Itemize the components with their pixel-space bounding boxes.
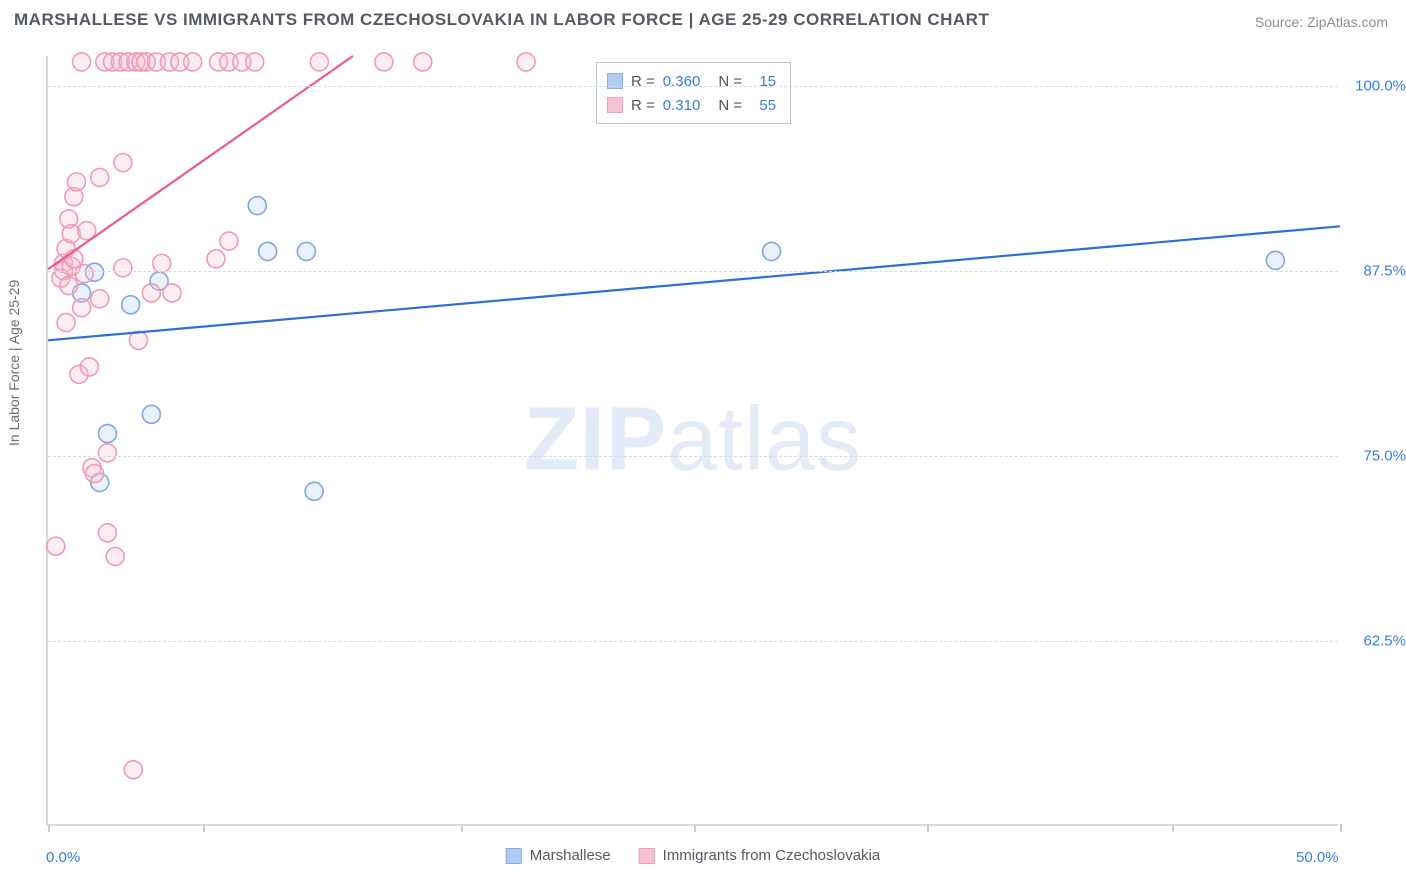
legend-item: Marshallese bbox=[506, 847, 611, 864]
legend-r-value: 0.310 bbox=[663, 97, 701, 114]
scatter-point bbox=[763, 242, 781, 260]
scatter-point bbox=[124, 761, 142, 779]
scatter-point bbox=[414, 53, 432, 71]
scatter-point bbox=[142, 405, 160, 423]
plot-svg bbox=[48, 56, 1338, 824]
scatter-point bbox=[220, 232, 238, 250]
ytick-label: 75.0% bbox=[1363, 447, 1406, 464]
scatter-point bbox=[259, 242, 277, 260]
scatter-point bbox=[375, 53, 393, 71]
legend-swatch bbox=[639, 848, 655, 864]
scatter-point bbox=[248, 197, 266, 215]
scatter-point bbox=[91, 290, 109, 308]
legend-bottom: Marshallese Immigrants from Czechoslovaki… bbox=[506, 847, 880, 864]
scatter-point bbox=[73, 299, 91, 317]
scatter-point bbox=[106, 548, 124, 566]
scatter-point bbox=[47, 537, 65, 555]
xtick bbox=[1340, 824, 1342, 832]
scatter-point bbox=[80, 358, 98, 376]
legend-stats: R = 0.360 N = 15 R = 0.310 N = 55 bbox=[596, 62, 791, 124]
legend-n-label: N = bbox=[718, 73, 742, 90]
ytick-label: 87.5% bbox=[1363, 262, 1406, 279]
scatter-point bbox=[114, 259, 132, 277]
xtick-label: 50.0% bbox=[1296, 849, 1339, 866]
legend-n-value: 15 bbox=[750, 73, 776, 90]
scatter-point bbox=[1266, 251, 1284, 269]
scatter-point bbox=[305, 482, 323, 500]
scatter-point bbox=[297, 242, 315, 260]
xtick bbox=[203, 824, 205, 832]
gridline-h bbox=[48, 456, 1338, 457]
xtick bbox=[927, 824, 929, 832]
legend-r-label: R = bbox=[631, 97, 655, 114]
gridline-h bbox=[48, 271, 1338, 272]
legend-stat-row: R = 0.310 N = 55 bbox=[607, 93, 776, 117]
gridline-h bbox=[48, 641, 1338, 642]
ytick-label: 100.0% bbox=[1355, 77, 1406, 94]
xtick bbox=[1172, 824, 1174, 832]
legend-series-label: Marshallese bbox=[530, 847, 611, 864]
legend-swatch bbox=[607, 97, 623, 113]
xtick bbox=[694, 824, 696, 832]
scatter-point bbox=[184, 53, 202, 71]
scatter-point bbox=[98, 524, 116, 542]
ytick-label: 62.5% bbox=[1363, 632, 1406, 649]
legend-swatch bbox=[506, 848, 522, 864]
y-axis-label: In Labor Force | Age 25-29 bbox=[6, 280, 22, 446]
scatter-point bbox=[91, 168, 109, 186]
scatter-point bbox=[246, 53, 264, 71]
xtick bbox=[48, 824, 50, 832]
legend-n-label: N = bbox=[718, 97, 742, 114]
scatter-point bbox=[517, 53, 535, 71]
scatter-point bbox=[163, 284, 181, 302]
scatter-point bbox=[67, 173, 85, 191]
xtick-label: 0.0% bbox=[46, 849, 80, 866]
legend-n-value: 55 bbox=[750, 97, 776, 114]
scatter-point bbox=[60, 277, 78, 295]
legend-stat-row: R = 0.360 N = 15 bbox=[607, 69, 776, 93]
scatter-point bbox=[75, 265, 93, 283]
xtick bbox=[461, 824, 463, 832]
scatter-point bbox=[86, 465, 104, 483]
legend-series-label: Immigrants from Czechoslovakia bbox=[663, 847, 881, 864]
scatter-point bbox=[207, 250, 225, 268]
chart-title: MARSHALLESE VS IMMIGRANTS FROM CZECHOSLO… bbox=[14, 10, 989, 30]
legend-item: Immigrants from Czechoslovakia bbox=[639, 847, 881, 864]
gridline-h bbox=[48, 86, 1338, 87]
scatter-point bbox=[98, 444, 116, 462]
scatter-point bbox=[114, 154, 132, 172]
trend-line bbox=[48, 56, 353, 269]
trend-line bbox=[48, 226, 1340, 340]
scatter-point bbox=[98, 425, 116, 443]
legend-r-value: 0.360 bbox=[663, 73, 701, 90]
source-label: Source: ZipAtlas.com bbox=[1255, 14, 1388, 30]
scatter-point bbox=[153, 254, 171, 272]
scatter-point bbox=[122, 296, 140, 314]
scatter-point bbox=[57, 314, 75, 332]
scatter-point bbox=[310, 53, 328, 71]
legend-r-label: R = bbox=[631, 73, 655, 90]
chart-area: ZIPatlas R =0.360N =15R =0.310N =55 Mars… bbox=[46, 56, 1338, 826]
scatter-point bbox=[142, 284, 160, 302]
scatter-point bbox=[73, 53, 91, 71]
scatter-point bbox=[129, 331, 147, 349]
